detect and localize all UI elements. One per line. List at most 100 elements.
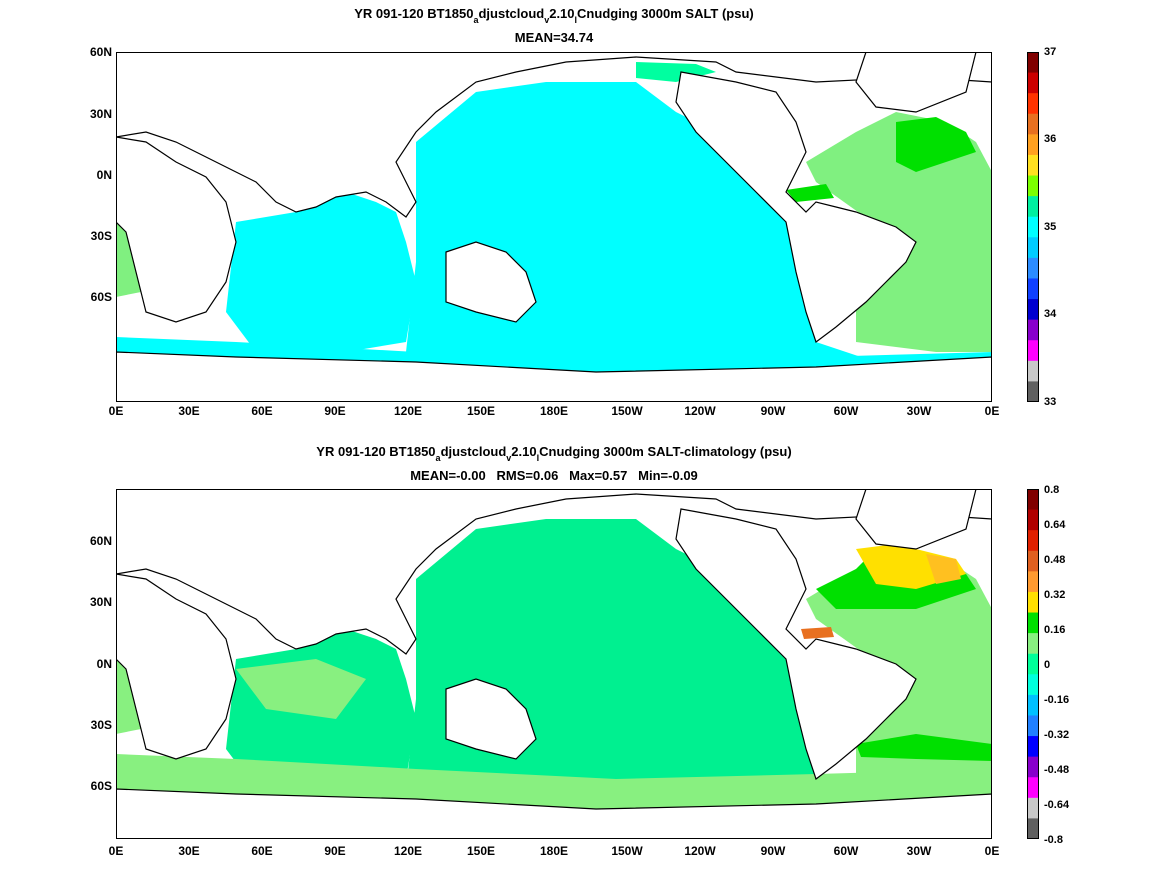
panel1-lon-label: 0E bbox=[108, 404, 124, 418]
colorbar-swatch bbox=[1027, 612, 1039, 634]
caribbean-fill bbox=[801, 627, 834, 639]
colorbar-swatch bbox=[1027, 216, 1039, 238]
panel1-lon-label: 30W bbox=[906, 404, 932, 418]
panel2-lon-label: 60W bbox=[833, 844, 859, 858]
panel2-colorbar bbox=[1027, 489, 1039, 840]
panel2-lon-label: 150W bbox=[611, 844, 643, 858]
colorbar-swatch bbox=[1027, 93, 1039, 115]
atlantic-north-fill bbox=[896, 117, 976, 172]
land bbox=[116, 52, 992, 402]
panel1-lon-label: 120W bbox=[684, 404, 716, 418]
indian-fill bbox=[226, 192, 416, 352]
colorbar-swatch bbox=[1027, 818, 1039, 840]
panel2-colorbar-label: 0.32 bbox=[1044, 589, 1066, 601]
panel2-lon-label: 90E bbox=[324, 844, 346, 858]
panel1-colorbar-label: 33 bbox=[1044, 396, 1057, 408]
colorbar-swatch bbox=[1027, 736, 1039, 758]
panel1-lat-label: 30S bbox=[90, 229, 112, 243]
colorbar-swatch bbox=[1027, 175, 1039, 197]
panel1-title: YR 091-120 BT1850adjustcloudv2.10lCnudgi… bbox=[354, 6, 754, 25]
panel1-colorbar-label: 37 bbox=[1044, 46, 1057, 58]
colorbar-swatch bbox=[1027, 278, 1039, 300]
colorbar-swatch bbox=[1027, 257, 1039, 279]
panel1-map bbox=[116, 52, 992, 402]
panel2-title: YR 091-120 BT1850adjustcloudv2.10lCnudgi… bbox=[316, 444, 792, 463]
colorbar-swatch bbox=[1027, 381, 1039, 403]
colorbar-swatch bbox=[1027, 299, 1039, 321]
panel2-colorbar-label: 0 bbox=[1044, 659, 1051, 671]
panel1-lon-label: 0E bbox=[984, 404, 1000, 418]
panel2-colorbar-label: 0.16 bbox=[1044, 624, 1066, 636]
panel2-colorbar-label: -0.48 bbox=[1044, 764, 1070, 776]
colorbar-border bbox=[1027, 489, 1039, 839]
panel1-lon-label: 90E bbox=[324, 404, 346, 418]
panel2-lat-label: 30S bbox=[90, 718, 112, 732]
colorbar-swatch bbox=[1027, 550, 1039, 572]
panel2-lon-label: 0E bbox=[984, 844, 1000, 858]
panel2-lon-label: 120W bbox=[684, 844, 716, 858]
panel1-lon-label: 180E bbox=[539, 404, 569, 418]
panel1-lon-label: 150W bbox=[611, 404, 643, 418]
colorbar-swatch bbox=[1027, 72, 1039, 94]
colorbar-swatch bbox=[1027, 777, 1039, 799]
panel2-lat-label: 60S bbox=[90, 779, 112, 793]
colorbar-swatch bbox=[1027, 633, 1039, 655]
panel2-lon-label: 60E bbox=[251, 844, 273, 858]
colorbar-swatch bbox=[1027, 571, 1039, 593]
panel2-lon-label: 30W bbox=[906, 844, 932, 858]
panel2-colorbar-label: -0.64 bbox=[1044, 799, 1070, 811]
colorbar-swatch bbox=[1027, 196, 1039, 218]
panel2-colorbar-label: -0.16 bbox=[1044, 694, 1070, 706]
panel2-map bbox=[116, 489, 992, 839]
colorbar-swatch bbox=[1027, 591, 1039, 614]
panel2-lat-label: 60N bbox=[89, 534, 112, 548]
panel2-lon-label: 30E bbox=[178, 844, 200, 858]
colorbar-swatch bbox=[1027, 360, 1039, 382]
panel2-lon-label: 0E bbox=[108, 844, 124, 858]
panel2-lon-label: 180E bbox=[539, 844, 569, 858]
colorbar-swatch bbox=[1027, 797, 1039, 819]
panel2-lon-label: 120E bbox=[393, 844, 423, 858]
panel1-lon-label: 60E bbox=[251, 404, 273, 418]
colorbar-swatch bbox=[1027, 340, 1039, 362]
atlantic-south-fill bbox=[856, 734, 992, 761]
panel1-lat-label: 60N bbox=[89, 45, 112, 59]
panel2-colorbar-label: 0.48 bbox=[1044, 554, 1066, 566]
caribbean-fill bbox=[786, 184, 834, 202]
panel2-colorbar-label: 0.8 bbox=[1044, 484, 1060, 496]
land bbox=[116, 489, 992, 839]
colorbar-swatch bbox=[1027, 237, 1039, 259]
colorbar-swatch bbox=[1027, 52, 1039, 74]
colorbar-swatch bbox=[1027, 756, 1039, 778]
colorbar-swatch bbox=[1027, 154, 1039, 177]
panel2-lon-label: 90W bbox=[760, 844, 786, 858]
colorbar-swatch bbox=[1027, 319, 1039, 341]
panel1-lat-label: 0N bbox=[96, 168, 112, 182]
panel1-colorbar bbox=[1027, 52, 1039, 403]
panel1-lon-label: 30E bbox=[178, 404, 200, 418]
colorbar-swatch bbox=[1027, 113, 1039, 135]
panel1-lon-label: 150E bbox=[466, 404, 496, 418]
panel2-colorbar-label: -0.32 bbox=[1044, 729, 1070, 741]
panel2-subtitle: MEAN=-0.00 RMS=0.06 Max=0.57 Min=-0.09 bbox=[410, 468, 698, 483]
colorbar-border bbox=[1027, 52, 1039, 402]
colorbar-swatch bbox=[1027, 509, 1039, 531]
panel1-colorbar-label: 35 bbox=[1044, 221, 1057, 233]
panel1-lon-label: 60W bbox=[833, 404, 859, 418]
panel2-colorbar-label: 0.64 bbox=[1044, 519, 1066, 531]
panel2-lat-label: 0N bbox=[96, 657, 112, 671]
panel1-lon-label: 120E bbox=[393, 404, 423, 418]
colorbar-swatch bbox=[1027, 694, 1039, 716]
colorbar-swatch bbox=[1027, 653, 1039, 675]
panel1-subtitle: MEAN=34.74 bbox=[514, 30, 594, 45]
colorbar-swatch bbox=[1027, 530, 1039, 552]
panel2-lon-label: 150E bbox=[466, 844, 496, 858]
panel1-colorbar-label: 34 bbox=[1044, 308, 1057, 320]
panel1-lon-label: 90W bbox=[760, 404, 786, 418]
panel1-colorbar-label: 36 bbox=[1044, 133, 1057, 145]
colorbar-swatch bbox=[1027, 715, 1039, 737]
panel2-lat-label: 30N bbox=[89, 595, 112, 609]
panel1-lat-label: 60S bbox=[90, 290, 112, 304]
colorbar-swatch bbox=[1027, 134, 1039, 156]
colorbar-swatch bbox=[1027, 674, 1039, 696]
